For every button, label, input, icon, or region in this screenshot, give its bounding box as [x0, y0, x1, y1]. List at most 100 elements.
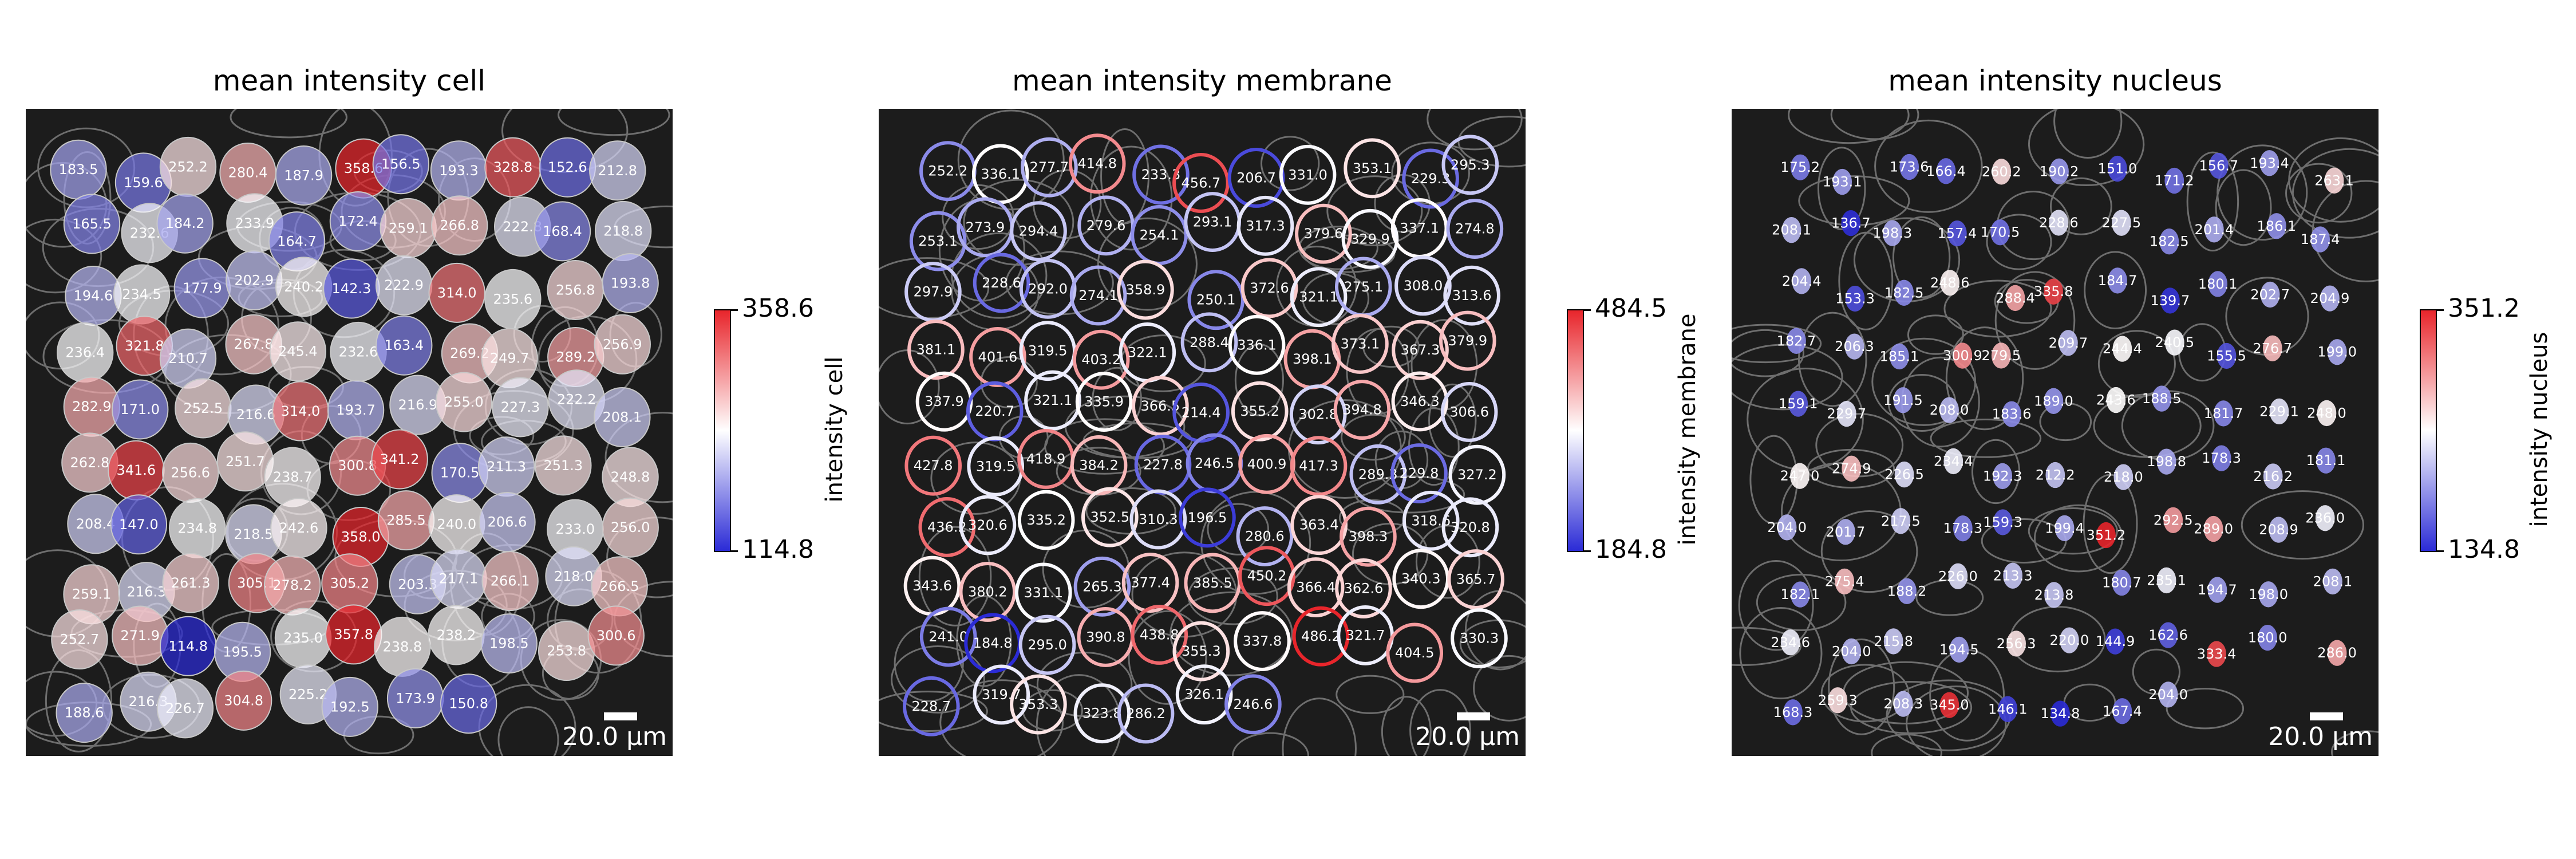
intensity-label: 229.1 — [2259, 403, 2299, 419]
cell-nucleus — [1836, 519, 1855, 545]
cell-nucleus — [1783, 699, 1803, 726]
cell-membrane — [1072, 329, 1130, 390]
cell-nucleus — [1939, 692, 1959, 718]
cell-membrane — [1236, 195, 1294, 256]
intensity-label: 379.6 — [1304, 226, 1344, 242]
intensity-label: 327.2 — [1457, 467, 1497, 483]
intensity-label: 198.5 — [489, 636, 529, 652]
intensity-label: 285.5 — [386, 513, 426, 529]
colorbar-min-label: 184.8 — [1595, 535, 1667, 564]
colorbar-tick — [1583, 309, 1591, 311]
cell-nucleus — [2044, 278, 2063, 305]
cell-nucleus — [2262, 335, 2282, 361]
colorbar — [714, 309, 731, 552]
background-cell — [957, 109, 1065, 211]
cell-nucleus — [2327, 640, 2347, 666]
cell-membrane — [967, 436, 1024, 497]
intensity-label: 385.5 — [1193, 575, 1232, 591]
cell-nucleus — [2006, 631, 2026, 657]
intensity-label: 212.2 — [2036, 467, 2075, 483]
cell-membrane — [1121, 553, 1179, 613]
intensity-label: 220.7 — [975, 403, 1014, 419]
intensity-label: 146.1 — [1988, 701, 2028, 717]
cell-membrane — [1341, 208, 1399, 269]
cell-nucleus — [2208, 271, 2228, 297]
cell-nucleus — [1936, 158, 1956, 184]
segmented-cell — [534, 201, 591, 262]
cell-membrane — [1131, 205, 1188, 265]
intensity-label: 259.1 — [389, 220, 428, 236]
background-cell — [1815, 413, 1904, 478]
intensity-label: 252.2 — [168, 159, 208, 175]
intensity-label: 201.4 — [2194, 222, 2234, 238]
intensity-label: 192.5 — [330, 699, 370, 715]
background-cell — [1945, 326, 2024, 431]
intensity-label: 193.8 — [611, 275, 650, 291]
intensity-label: 274.1 — [1078, 287, 1118, 304]
cell-membrane — [1131, 605, 1188, 665]
cell-membrane — [1172, 153, 1230, 213]
background-cell — [2132, 648, 2181, 695]
intensity-label: 390.8 — [1086, 629, 1125, 645]
intensity-label: 229.8 — [1400, 466, 1439, 482]
cell-membrane — [1070, 435, 1128, 495]
intensity-label: 266.8 — [440, 218, 479, 234]
cell-membrane — [1446, 199, 1504, 259]
intensity-label: 182.5 — [1884, 285, 1924, 301]
cell-nucleus — [2207, 577, 2227, 603]
segmented-cell — [56, 683, 113, 743]
segmented-cell — [492, 377, 549, 438]
cell-nucleus — [1993, 509, 2013, 535]
intensity-label: 288.4 — [1996, 290, 2035, 306]
cell-nucleus — [1940, 270, 1960, 296]
intensity-label: 320.6 — [968, 517, 1008, 533]
scale-bar-label: 20.0 µm — [562, 722, 667, 751]
cell-membrane — [1187, 270, 1245, 330]
cell-nucleus — [1790, 154, 1810, 180]
cell-nucleus — [2059, 330, 2078, 356]
intensity-label: 302.8 — [1298, 407, 1338, 423]
intensity-label: 227.5 — [2101, 215, 2141, 231]
background-cell — [1341, 413, 1406, 461]
background-cell — [1100, 128, 1150, 224]
colorbar-tick — [2436, 550, 2444, 552]
intensity-label: 173.9 — [396, 690, 435, 706]
cell-nucleus — [2269, 517, 2289, 543]
intensity-label: 321.1 — [1033, 392, 1073, 408]
cell-membrane — [1333, 380, 1391, 440]
intensity-label: 114.8 — [168, 638, 208, 654]
intensity-label: 227.8 — [1143, 456, 1183, 472]
intensity-label: 314.0 — [437, 285, 477, 301]
segmented-cell — [428, 262, 485, 323]
background-cell — [1092, 367, 1142, 431]
segmented-cell — [63, 194, 121, 254]
intensity-label: 181.7 — [2204, 405, 2243, 421]
intensity-label: 226.5 — [1884, 467, 1924, 483]
intensity-label: 139.7 — [2151, 293, 2190, 309]
cell-nucleus — [2156, 448, 2176, 475]
background-cell — [1457, 116, 1526, 168]
intensity-label: 247.0 — [1780, 468, 1820, 484]
intensity-label: 326.1 — [1184, 687, 1224, 703]
cell-nucleus — [2267, 213, 2286, 239]
intensity-label: 306.6 — [1449, 404, 1489, 420]
intensity-label: 228.7 — [911, 698, 951, 714]
colorbar-min-label: 134.8 — [2448, 535, 2520, 564]
background-cell — [1738, 560, 1814, 651]
intensity-label: 184.2 — [165, 215, 205, 231]
cell-nucleus — [1790, 581, 1810, 608]
cell-nucleus — [1939, 397, 1959, 423]
intensity-label: 156.5 — [381, 156, 421, 172]
cell-nucleus — [1790, 463, 1809, 489]
background-cell — [1732, 324, 1822, 364]
colorbar-max-label: 358.6 — [742, 294, 814, 323]
cell-nucleus — [1841, 210, 1861, 237]
intensity-label: 286.2 — [1126, 706, 1165, 722]
background-cell — [1170, 591, 1293, 676]
cell-membrane — [1231, 381, 1289, 442]
intensity-label: 252.2 — [929, 163, 968, 179]
intensity-label: 288.4 — [1190, 334, 1229, 350]
background-cell — [2288, 137, 2379, 223]
intensity-label: 253.1 — [918, 233, 958, 249]
